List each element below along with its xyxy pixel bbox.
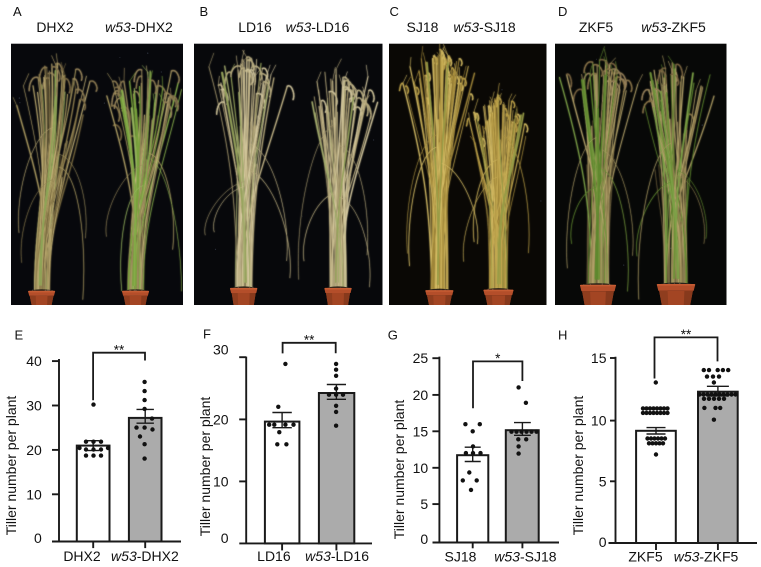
svg-text:20: 20	[213, 411, 229, 427]
svg-text:0: 0	[420, 531, 428, 547]
svg-text:SJ18: SJ18	[445, 549, 477, 565]
svg-text:0: 0	[34, 530, 42, 546]
svg-text:w53-ZKF5: w53-ZKF5	[641, 19, 706, 35]
svg-text:w53-LD16: w53-LD16	[305, 548, 369, 564]
svg-text:LD16: LD16	[238, 19, 272, 35]
svg-text:**: **	[304, 332, 315, 347]
svg-text:w53-DHX2: w53-DHX2	[111, 548, 179, 564]
svg-text:SJ18: SJ18	[407, 19, 439, 35]
svg-text:w53-SJ18: w53-SJ18	[494, 549, 556, 565]
svg-text:G: G	[388, 327, 398, 342]
svg-text:D: D	[558, 4, 567, 19]
svg-text:25: 25	[413, 350, 429, 366]
svg-text:w53-DHX2: w53-DHX2	[105, 19, 173, 35]
svg-text:ZKF5: ZKF5	[579, 19, 613, 35]
svg-text:B: B	[200, 4, 209, 19]
svg-text:10: 10	[591, 413, 607, 429]
svg-text:E: E	[15, 328, 24, 343]
svg-text:15: 15	[591, 350, 607, 366]
svg-text:30: 30	[26, 398, 42, 414]
svg-text:5: 5	[420, 496, 428, 512]
svg-text:LD16: LD16	[257, 548, 291, 564]
svg-text:15: 15	[413, 423, 429, 439]
svg-text:10: 10	[413, 460, 429, 476]
svg-text:Tiller number per plant: Tiller number per plant	[391, 400, 407, 540]
svg-text:**: **	[114, 342, 125, 357]
svg-text:10: 10	[26, 486, 42, 502]
svg-text:w53-ZKF5: w53-ZKF5	[674, 549, 739, 565]
svg-text:ZKF5: ZKF5	[628, 549, 662, 565]
svg-text:DHX2: DHX2	[63, 548, 101, 564]
svg-text:w53-SJ18: w53-SJ18	[453, 19, 515, 35]
svg-text:5: 5	[599, 473, 607, 489]
svg-text:C: C	[390, 4, 399, 19]
svg-text:20: 20	[413, 387, 429, 403]
svg-text:40: 40	[26, 353, 42, 369]
svg-text:20: 20	[26, 442, 42, 458]
svg-text:Tiller number per plant: Tiller number per plant	[3, 396, 19, 536]
svg-text:0: 0	[599, 534, 607, 550]
svg-text:F: F	[203, 327, 211, 342]
svg-text:**: **	[681, 327, 692, 342]
svg-text:30: 30	[213, 342, 229, 358]
svg-text:DHX2: DHX2	[36, 19, 74, 35]
svg-text:w53-LD16: w53-LD16	[286, 19, 350, 35]
svg-text:A: A	[13, 4, 22, 19]
svg-text:H: H	[558, 328, 567, 343]
svg-text:*: *	[495, 351, 501, 366]
svg-text:0: 0	[221, 530, 229, 546]
svg-text:10: 10	[213, 473, 229, 489]
svg-text:Tiller number per plant: Tiller number per plant	[570, 396, 586, 536]
svg-text:Tiller number per plant: Tiller number per plant	[197, 397, 213, 537]
